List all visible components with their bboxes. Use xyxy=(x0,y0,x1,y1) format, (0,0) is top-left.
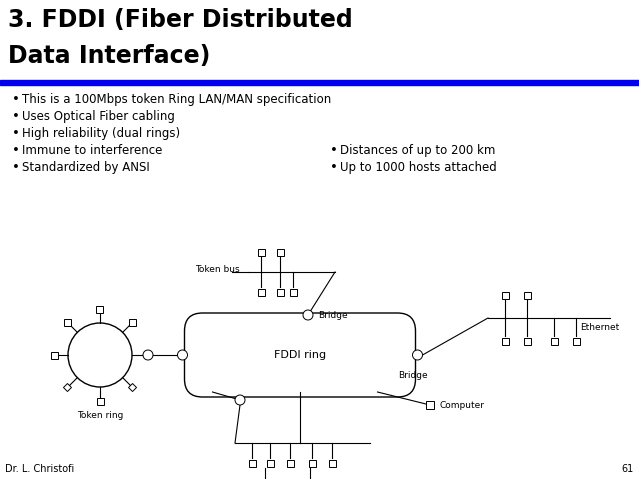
Text: •: • xyxy=(330,161,338,174)
Bar xyxy=(258,249,265,255)
Bar xyxy=(50,352,58,358)
Bar xyxy=(309,459,316,467)
Text: FDDI ring: FDDI ring xyxy=(274,350,326,360)
Circle shape xyxy=(68,323,132,387)
Text: Token ring: Token ring xyxy=(77,411,123,420)
Bar xyxy=(266,459,273,467)
Bar xyxy=(277,288,284,296)
Bar xyxy=(96,398,104,404)
Bar xyxy=(502,338,509,344)
Bar xyxy=(286,459,293,467)
Bar xyxy=(523,338,530,344)
Circle shape xyxy=(143,350,153,360)
Text: Ethernet: Ethernet xyxy=(580,323,619,332)
Circle shape xyxy=(178,350,187,360)
Circle shape xyxy=(413,350,422,360)
Circle shape xyxy=(235,395,245,405)
Text: Standardized by ANSI: Standardized by ANSI xyxy=(22,161,150,174)
Bar xyxy=(426,401,434,409)
Polygon shape xyxy=(128,384,137,391)
Text: •: • xyxy=(12,127,20,140)
Text: •: • xyxy=(330,144,338,157)
Text: Computer: Computer xyxy=(440,400,485,410)
Polygon shape xyxy=(63,384,72,391)
Text: •: • xyxy=(12,110,20,123)
Text: Data Interface): Data Interface) xyxy=(8,44,210,68)
Text: 61: 61 xyxy=(622,464,634,474)
Text: Uses Optical Fiber cabling: Uses Optical Fiber cabling xyxy=(22,110,175,123)
Text: This is a 100Mbps token Ring LAN/MAN specification: This is a 100Mbps token Ring LAN/MAN spe… xyxy=(22,93,331,106)
Circle shape xyxy=(303,310,313,320)
Bar xyxy=(328,459,335,467)
FancyBboxPatch shape xyxy=(185,313,415,397)
Bar xyxy=(64,319,71,326)
Text: •: • xyxy=(12,93,20,106)
Bar xyxy=(277,249,284,255)
Text: •: • xyxy=(12,161,20,174)
Text: •: • xyxy=(12,144,20,157)
Text: Up to 1000 hosts attached: Up to 1000 hosts attached xyxy=(340,161,497,174)
Bar xyxy=(573,338,580,344)
Bar xyxy=(0,80,639,85)
Bar xyxy=(523,292,530,298)
Bar xyxy=(551,338,557,344)
Bar xyxy=(129,319,136,326)
Text: High reliability (dual rings): High reliability (dual rings) xyxy=(22,127,180,140)
Text: Immune to interference: Immune to interference xyxy=(22,144,162,157)
Text: Bridge: Bridge xyxy=(397,371,427,380)
Text: Bridge: Bridge xyxy=(318,310,348,319)
Bar xyxy=(258,288,265,296)
Bar xyxy=(289,288,296,296)
Text: 3. FDDI (Fiber Distributed: 3. FDDI (Fiber Distributed xyxy=(8,8,353,32)
Text: Dr. L. Christofi: Dr. L. Christofi xyxy=(5,464,74,474)
Text: Token bus: Token bus xyxy=(195,265,240,274)
Text: Distances of up to 200 km: Distances of up to 200 km xyxy=(340,144,495,157)
Bar xyxy=(502,292,509,298)
Bar xyxy=(96,306,104,312)
Bar xyxy=(249,459,256,467)
